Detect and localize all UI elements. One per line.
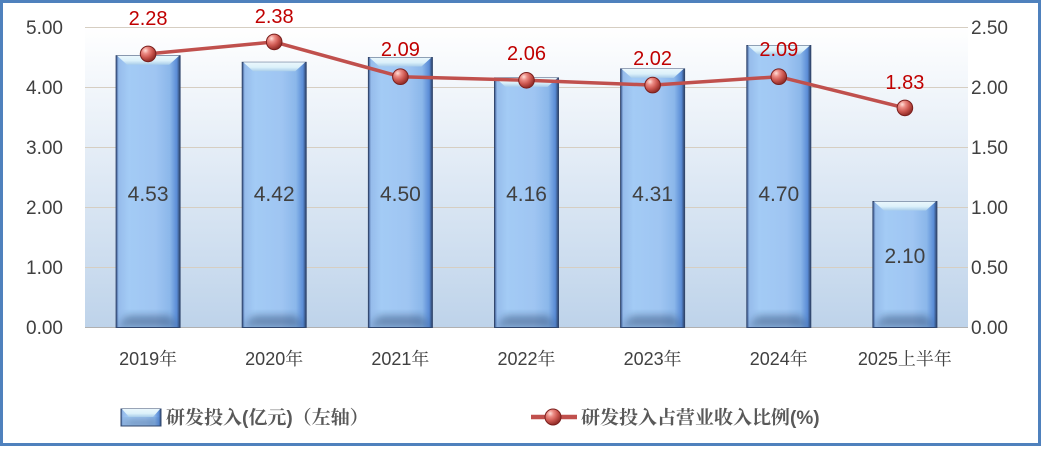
- svg-text:0.00: 0.00: [26, 318, 63, 339]
- svg-text:5.00: 5.00: [26, 18, 63, 39]
- svg-text:4.70: 4.70: [758, 183, 799, 206]
- svg-text:3.00: 3.00: [26, 138, 63, 159]
- svg-text:4.42: 4.42: [254, 183, 295, 206]
- svg-text:1.50: 1.50: [971, 138, 1008, 159]
- svg-text:研发投入(亿元)（左轴）: 研发投入(亿元)（左轴）: [166, 407, 369, 429]
- svg-text:2.10: 2.10: [884, 245, 925, 268]
- svg-text:1.00: 1.00: [26, 258, 63, 279]
- svg-text:4.50: 4.50: [380, 183, 421, 206]
- svg-text:2.09: 2.09: [381, 39, 420, 61]
- svg-text:1.00: 1.00: [971, 198, 1008, 219]
- svg-text:0.50: 0.50: [971, 258, 1008, 279]
- svg-text:2022年: 2022年: [497, 349, 555, 369]
- svg-text:1.83: 1.83: [885, 72, 924, 94]
- svg-text:2020年: 2020年: [245, 349, 303, 369]
- svg-text:2023年: 2023年: [624, 349, 682, 369]
- svg-text:2.00: 2.00: [971, 78, 1008, 99]
- svg-text:2.38: 2.38: [255, 6, 294, 28]
- svg-text:2.00: 2.00: [26, 198, 63, 219]
- svg-text:4.31: 4.31: [632, 183, 673, 206]
- svg-text:4.00: 4.00: [26, 78, 63, 99]
- svg-text:2024年: 2024年: [750, 349, 808, 369]
- svg-text:2.28: 2.28: [129, 8, 168, 30]
- svg-text:2.09: 2.09: [759, 39, 798, 61]
- svg-text:0.00: 0.00: [971, 318, 1008, 339]
- svg-text:2.50: 2.50: [971, 18, 1008, 39]
- svg-text:2019年: 2019年: [119, 349, 177, 369]
- svg-text:研发投入占营业收入比例(%): 研发投入占营业收入比例(%): [581, 407, 820, 429]
- svg-text:2025上半年: 2025上半年: [858, 349, 952, 369]
- svg-text:2021年: 2021年: [371, 349, 429, 369]
- svg-text:4.16: 4.16: [506, 183, 547, 206]
- svg-text:2.02: 2.02: [633, 48, 672, 70]
- svg-text:4.53: 4.53: [128, 183, 169, 206]
- svg-text:2.06: 2.06: [507, 43, 546, 65]
